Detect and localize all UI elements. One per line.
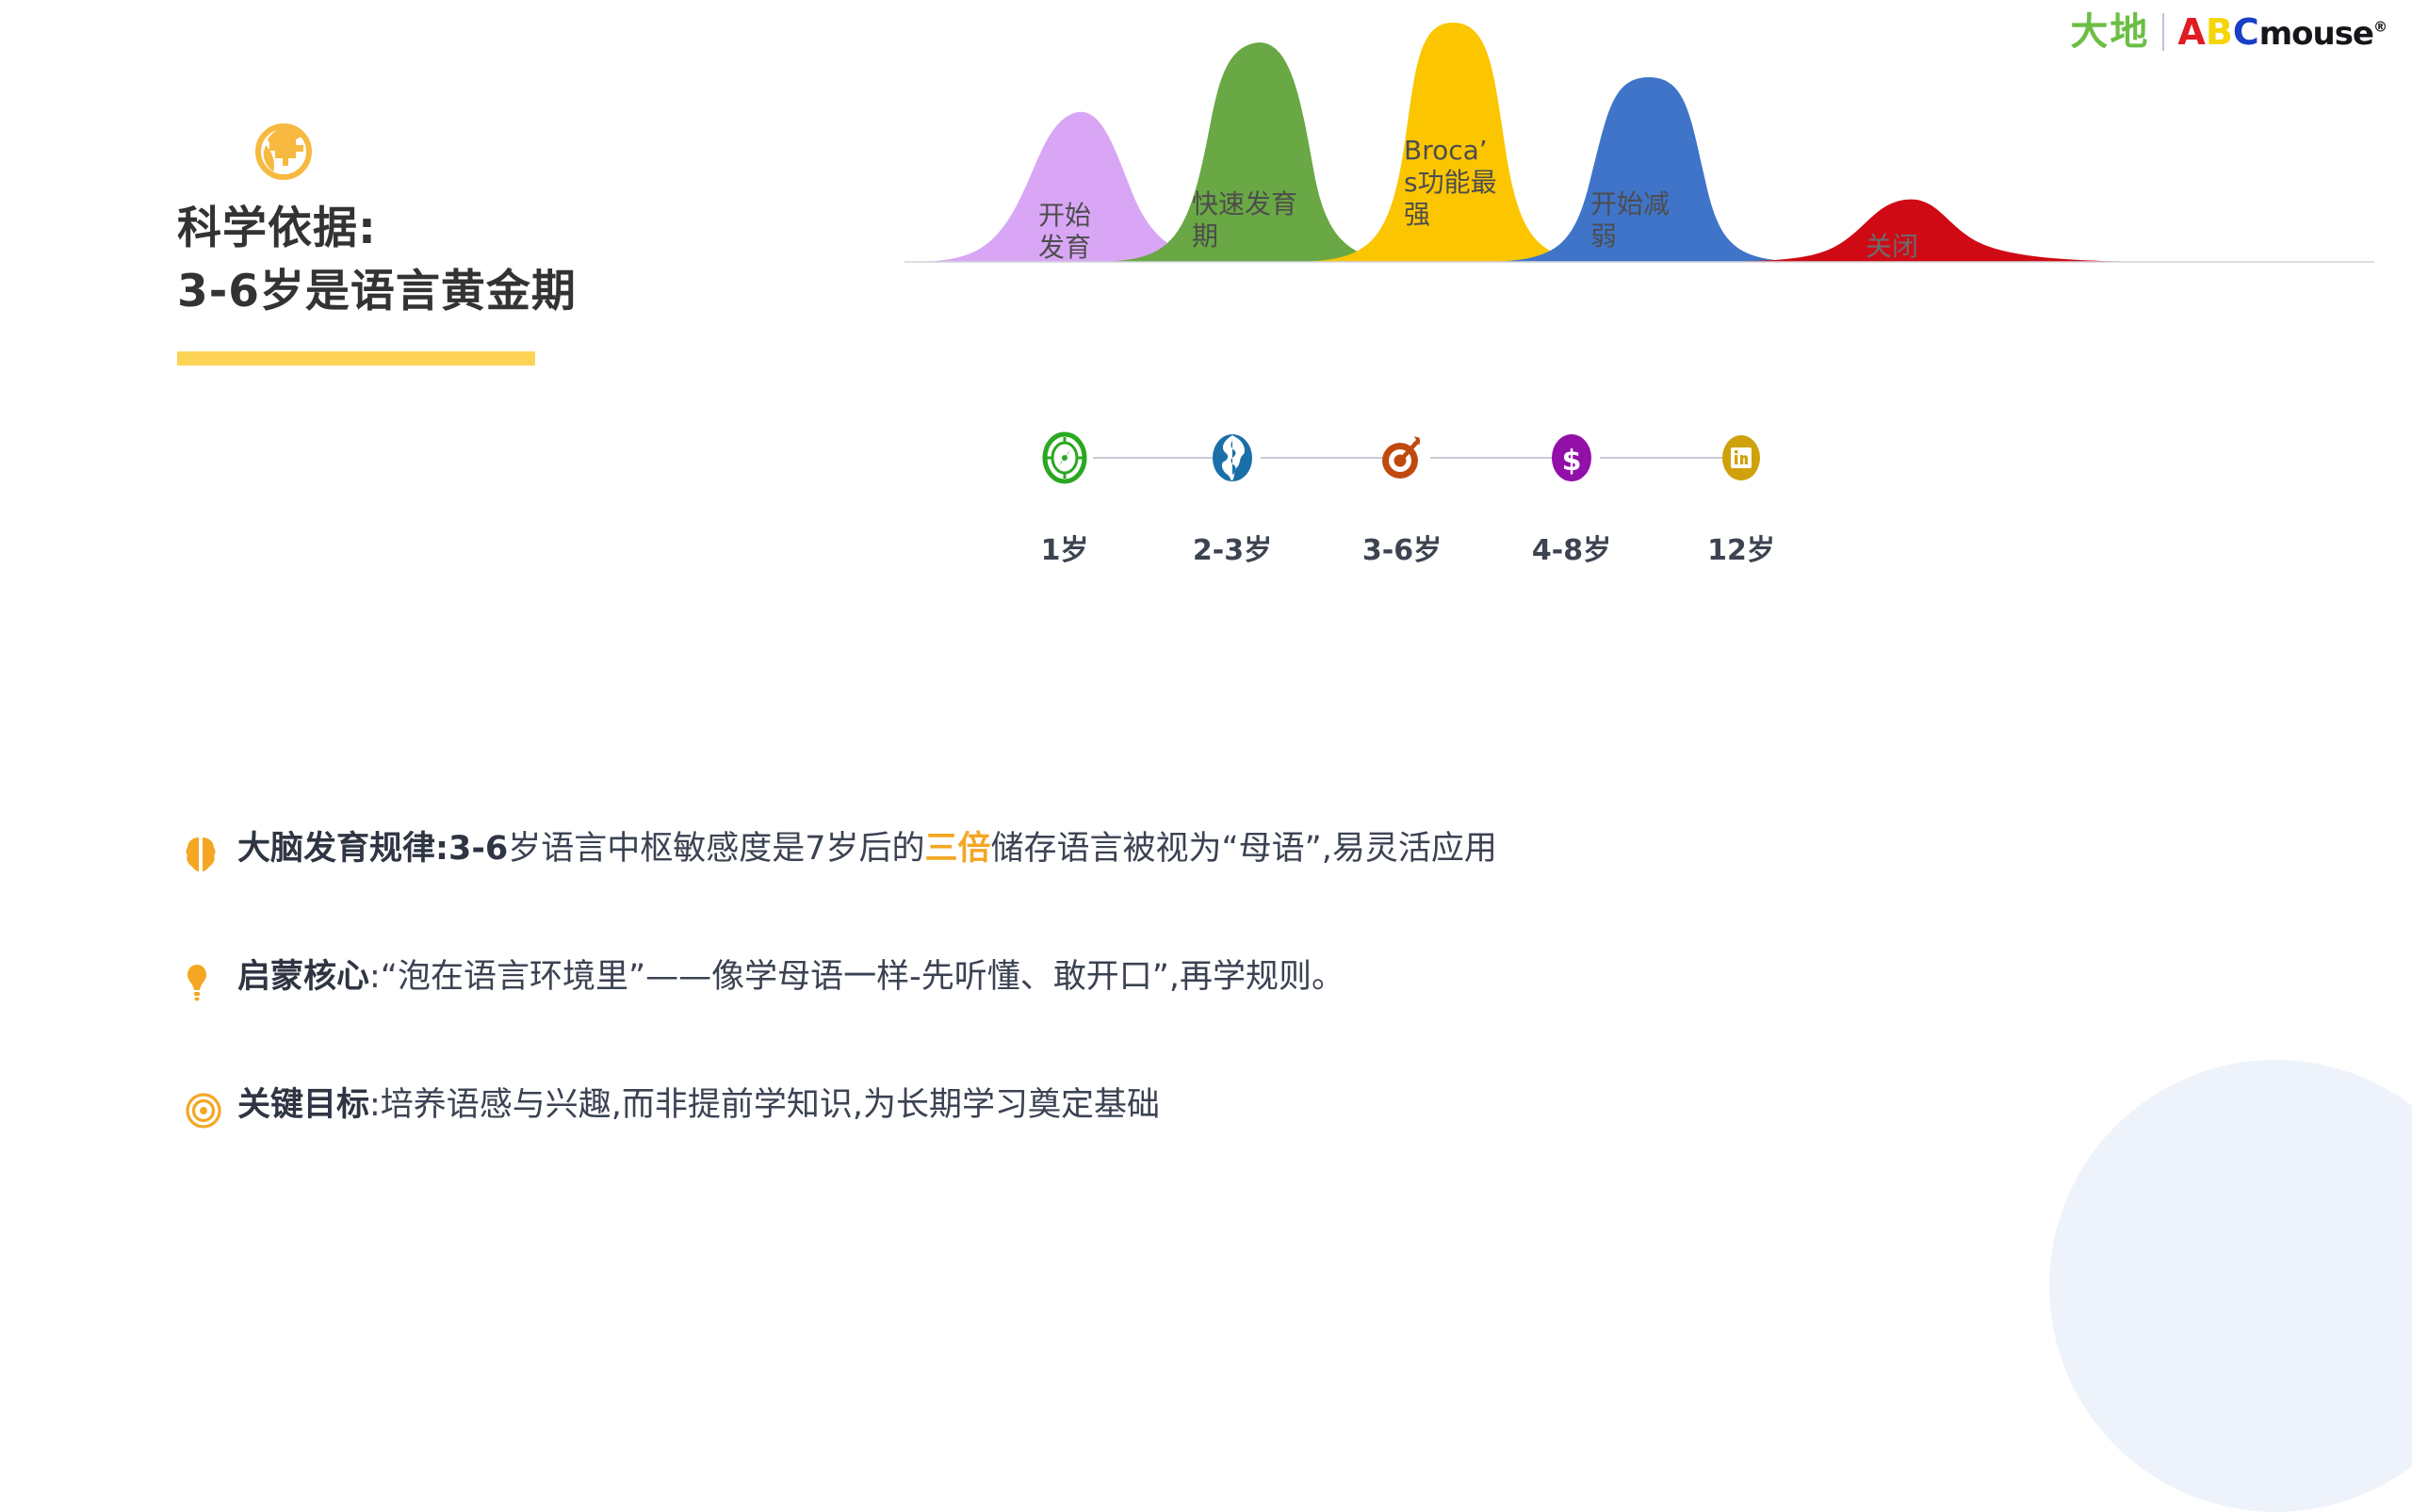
timeline-node-5[interactable] [1712, 429, 1770, 487]
bullet-1-num: 3-6 [448, 830, 509, 868]
curve-label-3-line2: 弱 [1590, 220, 1618, 252]
curve-label-0-line2: 发育 [1038, 232, 1092, 264]
curve-label-2: Broca’ s功能最 强 [1404, 135, 1497, 231]
headline-block: 科学依据: 3-6岁是语言黄金期 [177, 122, 577, 366]
curve-area-1 [1089, 42, 1425, 262]
linkedin-icon[interactable] [1718, 429, 1765, 487]
timeline-track: $ [904, 429, 2374, 487]
timeline-age-label-5: 12岁 [1707, 534, 1775, 567]
bullet-3-lead: 关键目标 [237, 1086, 370, 1124]
logo-registered-mark: ® [2373, 18, 2388, 36]
timeline-node-3[interactable] [1373, 429, 1431, 487]
brand-cn-name: 大地 [2070, 10, 2150, 54]
curve-label-1-line1: 快速发育 [1192, 188, 1298, 219]
curve-label-0-line1: 开始 [1038, 200, 1092, 231]
curve-label-0: 开始 发育 [1038, 200, 1091, 264]
logo-divider [2162, 13, 2165, 51]
curve-label-2-line3: 强 [1404, 199, 1431, 231]
list-item: 大脑发育规律:3-6岁语言中枢敏感度是7岁后的三倍储存语言被视为“母语”,易灵活… [185, 829, 2276, 876]
logo-mouse-text: mouse [2258, 15, 2374, 53]
curve-label-2-line1: Broca’ [1404, 135, 1488, 166]
brand-logo: 大地 ABCmouse® [2070, 13, 2388, 51]
curve-area-4 [1677, 199, 2178, 262]
timeline-age-label-3: 3-6岁 [1361, 534, 1442, 567]
abcmouse-wordmark: ABCmouse® [2177, 14, 2388, 50]
curves-svg [904, 23, 2374, 263]
timeline-node-1[interactable] [1035, 429, 1094, 487]
page-title-line2: 3-6岁是语言黄金期 [177, 265, 577, 317]
curve-label-4: 关闭 [1866, 231, 1918, 263]
globe-icon [254, 122, 313, 181]
bullseye-icon [185, 1085, 237, 1132]
timeline-connector-1 [1093, 457, 1225, 459]
logo-letter-c: C [2232, 11, 2259, 53]
key-points-list: 大脑发育规律:3-6岁语言中枢敏感度是7岁后的三倍储存语言被视为“母语”,易灵活… [185, 829, 2276, 1213]
dollar-icon[interactable]: $ [1548, 429, 1595, 487]
timeline-age-label-2: 2-3岁 [1192, 534, 1273, 567]
curve-label-4-line1: 关闭 [1866, 231, 1919, 262]
globe-icon[interactable] [1209, 429, 1256, 487]
list-item: 启蒙核心:“泡在语言环境里”——像学母语一样-先听懂、敢开口”,再学规则。 [185, 957, 2276, 1004]
target-icon[interactable] [1378, 429, 1426, 487]
curve-area-2 [1291, 23, 1617, 262]
age-timeline: $ 1岁 2-3岁 3-6岁 4-8岁 12岁 [904, 429, 2374, 579]
curve-label-3: 开始减 弱 [1590, 188, 1670, 252]
svg-text:$: $ [1562, 445, 1582, 478]
list-item-text: 启蒙核心:“泡在语言环境里”——像学母语一样-先听懂、敢开口”,再学规则。 [237, 957, 1345, 999]
list-item: 关键目标:培养语感与兴趣,而非提前学知识,为长期学习奠定基础 [185, 1085, 2276, 1132]
timeline-connector-2 [1261, 457, 1393, 459]
brain-icon [185, 829, 237, 876]
timeline-age-label-4: 4-8岁 [1531, 534, 1612, 567]
timeline-node-2[interactable] [1203, 429, 1262, 487]
timeline-connector-3 [1430, 457, 1562, 459]
compass-icon[interactable] [1041, 429, 1088, 487]
list-item-text: 关键目标:培养语感与兴趣,而非提前学知识,为长期学习奠定基础 [237, 1085, 1160, 1127]
bullet-2-lead: 启蒙核心 [237, 958, 370, 996]
curve-label-3-line1: 开始减 [1590, 188, 1670, 219]
title-underline [177, 351, 535, 366]
curve-label-1: 快速发育 期 [1192, 188, 1297, 252]
list-item-text: 大脑发育规律:3-6岁语言中枢敏感度是7岁后的三倍储存语言被视为“母语”,易灵活… [237, 829, 1497, 870]
page-title-line1: 科学依据: [177, 203, 377, 254]
timeline-age-label-1: 1岁 [1040, 534, 1089, 567]
lightbulb-icon [185, 957, 237, 1004]
bullet-1-highlight: 三倍 [924, 830, 991, 868]
curve-label-2-line2: s功能最 [1404, 167, 1497, 199]
logo-letter-a: A [2177, 11, 2206, 53]
curve-label-1-line2: 期 [1192, 220, 1219, 252]
timeline-age-labels: 1岁 2-3岁 3-6岁 4-8岁 12岁 [904, 527, 2374, 568]
curve-area-0 [904, 111, 1244, 262]
bullet-3-body: :培养语感与兴趣,而非提前学知识,为长期学习奠定基础 [369, 1086, 1161, 1124]
bullet-2-body: :“泡在语言环境里”——像学母语一样-先听懂、敢开口”,再学规则。 [369, 958, 1345, 996]
language-development-curve-chart: 开始 发育 快速发育 期 Broca’ s功能最 强 开始减 弱 关闭 [904, 19, 2374, 264]
bullet-1-seg-b: 储存语言被视为“母语”,易灵活应用 [990, 830, 1497, 868]
curve-area-3 [1479, 77, 1815, 262]
logo-letter-b: B [2205, 11, 2233, 53]
timeline-connector-4 [1600, 457, 1732, 459]
bullet-1-lead: 大脑发育规律: [237, 830, 448, 868]
bullet-1-seg-a: 岁语言中枢敏感度是7岁后的 [508, 830, 925, 868]
timeline-node-4[interactable]: $ [1542, 429, 1601, 487]
